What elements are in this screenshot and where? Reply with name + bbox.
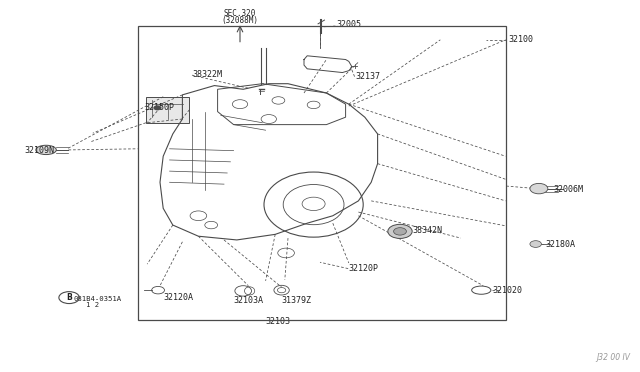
Text: SEC.320: SEC.320 — [224, 9, 256, 17]
Circle shape — [530, 241, 541, 247]
Text: 32180A: 32180A — [545, 240, 575, 249]
Bar — [138, 26, 506, 320]
Text: B: B — [67, 293, 72, 302]
Text: 321020: 321020 — [493, 286, 523, 295]
Text: 32150P: 32150P — [144, 103, 174, 112]
Text: 32005: 32005 — [336, 20, 361, 29]
Text: 31379Z: 31379Z — [282, 296, 312, 305]
Text: 32103: 32103 — [266, 317, 291, 326]
Text: 38342N: 38342N — [413, 226, 443, 235]
Text: 32120P: 32120P — [349, 264, 379, 273]
Text: 32100: 32100 — [509, 35, 534, 44]
Text: 32120A: 32120A — [163, 293, 193, 302]
Text: 38322M: 38322M — [192, 70, 222, 79]
Ellipse shape — [394, 228, 406, 235]
Text: 081B4-0351A: 081B4-0351A — [74, 296, 122, 302]
Text: J32 00 IV: J32 00 IV — [596, 353, 630, 362]
Text: (32088M): (32088M) — [221, 16, 259, 25]
Circle shape — [530, 183, 548, 194]
Text: 32006M: 32006M — [554, 185, 584, 194]
Text: 32109N: 32109N — [24, 146, 54, 155]
Bar — [146, 97, 189, 123]
Text: 1 2: 1 2 — [86, 302, 100, 308]
Circle shape — [154, 106, 161, 110]
Text: 32103A: 32103A — [234, 296, 264, 305]
Text: 32137: 32137 — [355, 72, 380, 81]
Ellipse shape — [388, 224, 412, 238]
Ellipse shape — [36, 145, 56, 155]
